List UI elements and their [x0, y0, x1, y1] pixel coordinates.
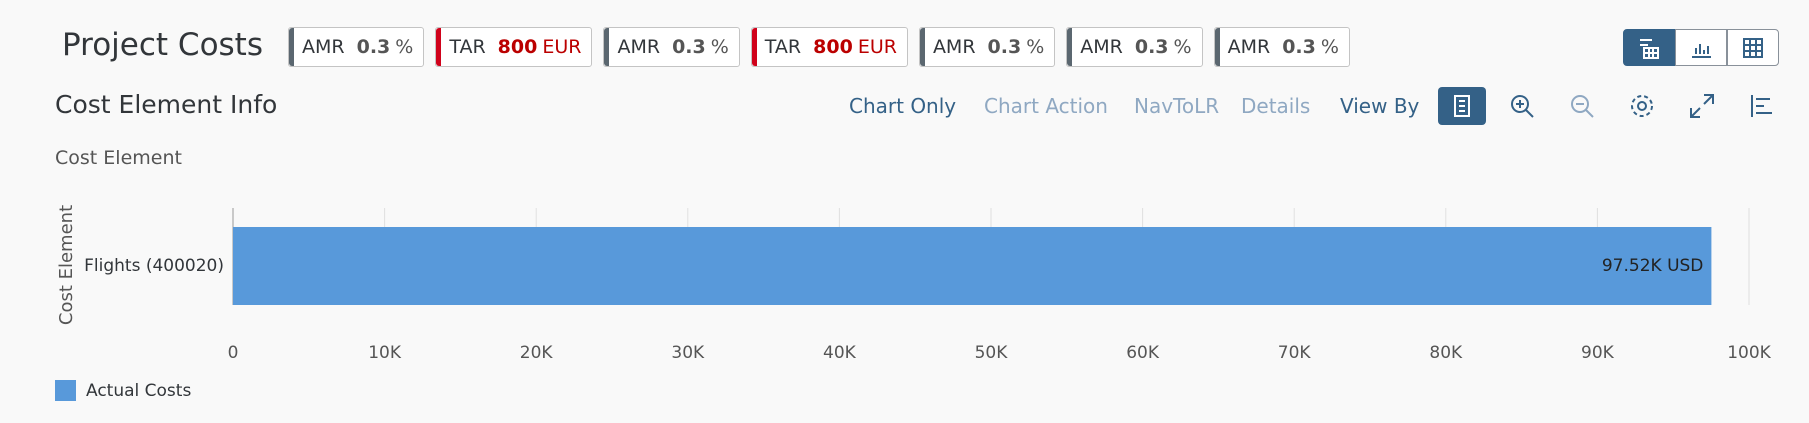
- icon: [1571, 95, 1594, 118]
- icon: [1631, 95, 1653, 117]
- icon: [1692, 43, 1711, 58]
- status-indicator: [1067, 28, 1073, 66]
- x-tick-label: 0: [228, 343, 239, 363]
- kpi-tag[interactable]: TAR 800 EUR: [750, 27, 908, 67]
- status-indicator: [436, 28, 442, 66]
- x-tick-label: 100K: [1727, 343, 1771, 363]
- status-indicator: [289, 28, 294, 66]
- icon: [1690, 94, 1714, 118]
- action-button[interactable]: Chart Only: [849, 94, 957, 118]
- kpi-value: 0.3: [987, 36, 1022, 58]
- chart-view-button[interactable]: [1675, 29, 1727, 66]
- icon: [1454, 95, 1470, 117]
- kpi-tag[interactable]: AMR 0.3%: [1066, 27, 1203, 67]
- kpi-tag[interactable]: AMR 0.3%: [288, 27, 425, 67]
- kpi-name: AMR: [932, 36, 976, 58]
- kpi-value: 0.3: [1282, 36, 1316, 58]
- table-chart-view-button[interactable]: [1623, 29, 1675, 66]
- icon: [1743, 37, 1763, 58]
- x-tick-label: 50K: [975, 343, 1009, 363]
- legend-swatch: [55, 380, 76, 401]
- kpi-unit: %: [1173, 36, 1192, 58]
- kpi-name: TAR: [764, 36, 802, 58]
- x-tick-label: 10K: [368, 343, 402, 363]
- status-indicator: [604, 28, 610, 66]
- fullscreen[interactable]: [1684, 88, 1720, 124]
- action-button[interactable]: View By: [1340, 94, 1420, 118]
- action-button[interactable]: Chart Action: [984, 94, 1108, 118]
- card-title: Cost Element Info: [55, 90, 278, 119]
- status-indicator: [751, 28, 757, 66]
- x-tick-label: 90K: [1581, 343, 1615, 363]
- zoom-out[interactable]: [1564, 88, 1600, 124]
- status-indicator: [1214, 28, 1220, 66]
- icon: [1751, 95, 1772, 117]
- x-tick-label: 80K: [1429, 343, 1463, 363]
- icon: [1640, 38, 1659, 59]
- table-view-button[interactable]: [1727, 29, 1779, 66]
- legend-toggle[interactable]: [1438, 87, 1486, 125]
- kpi-value: 0.3: [672, 36, 706, 58]
- bar: [233, 227, 1712, 305]
- kpi-unit: %: [710, 36, 729, 58]
- kpi-value: 800: [497, 36, 538, 58]
- x-tick-label: 20K: [520, 343, 554, 363]
- kpi-value: 0.3: [1134, 36, 1169, 58]
- kpi-tag[interactable]: AMR 0.3%: [1213, 27, 1350, 67]
- chart-type[interactable]: [1744, 88, 1780, 124]
- kpi-unit: %: [395, 36, 414, 58]
- page-title: Project Costs: [62, 27, 263, 63]
- y-tick-label: Flights (400020): [84, 256, 224, 276]
- kpi-value: 0.3: [356, 36, 391, 58]
- kpi-unit: %: [1026, 36, 1045, 58]
- kpi-tags: AMR 0.3% TAR 800 EUR AMR 0.3% TAR 800 EUR AMR 0.3% A…: [288, 27, 1350, 67]
- action-button[interactable]: NavToLR: [1134, 94, 1220, 118]
- kpi-name: AMR: [1080, 36, 1123, 58]
- kpi-name: AMR: [302, 36, 345, 58]
- x-tick-label: 60K: [1126, 343, 1160, 363]
- kpi-value: 800: [813, 36, 853, 58]
- x-tick-label: 30K: [671, 343, 705, 363]
- zoom-in[interactable]: [1504, 88, 1540, 124]
- kpi-unit: EUR: [542, 36, 582, 58]
- y-axis-label: Cost Element: [56, 205, 77, 325]
- kpi-name: AMR: [617, 36, 661, 58]
- status-indicator: [919, 28, 925, 66]
- settings[interactable]: [1624, 88, 1660, 124]
- kpi-tag[interactable]: TAR 800 EUR: [435, 27, 593, 67]
- view-switch: [1623, 29, 1779, 66]
- icon: [1511, 95, 1534, 118]
- legend-label: Actual Costs: [86, 381, 191, 401]
- x-tick-label: 70K: [1278, 343, 1312, 363]
- kpi-name: TAR: [449, 36, 486, 58]
- x-tick-label: 40K: [823, 343, 857, 363]
- kpi-tag[interactable]: AMR 0.3%: [918, 27, 1056, 67]
- kpi-tag[interactable]: AMR 0.3%: [603, 27, 740, 67]
- kpi-name: AMR: [1227, 36, 1271, 58]
- action-button[interactable]: Details: [1241, 94, 1311, 118]
- card-subtitle: Cost Element: [55, 147, 182, 169]
- kpi-unit: %: [1320, 36, 1339, 58]
- data-label: 97.52K USD: [1602, 256, 1704, 276]
- kpi-unit: EUR: [857, 36, 897, 58]
